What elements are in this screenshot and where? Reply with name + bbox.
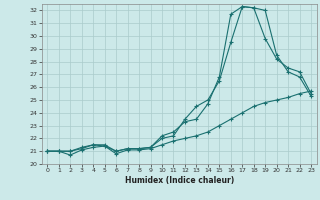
X-axis label: Humidex (Indice chaleur): Humidex (Indice chaleur) <box>124 176 234 185</box>
